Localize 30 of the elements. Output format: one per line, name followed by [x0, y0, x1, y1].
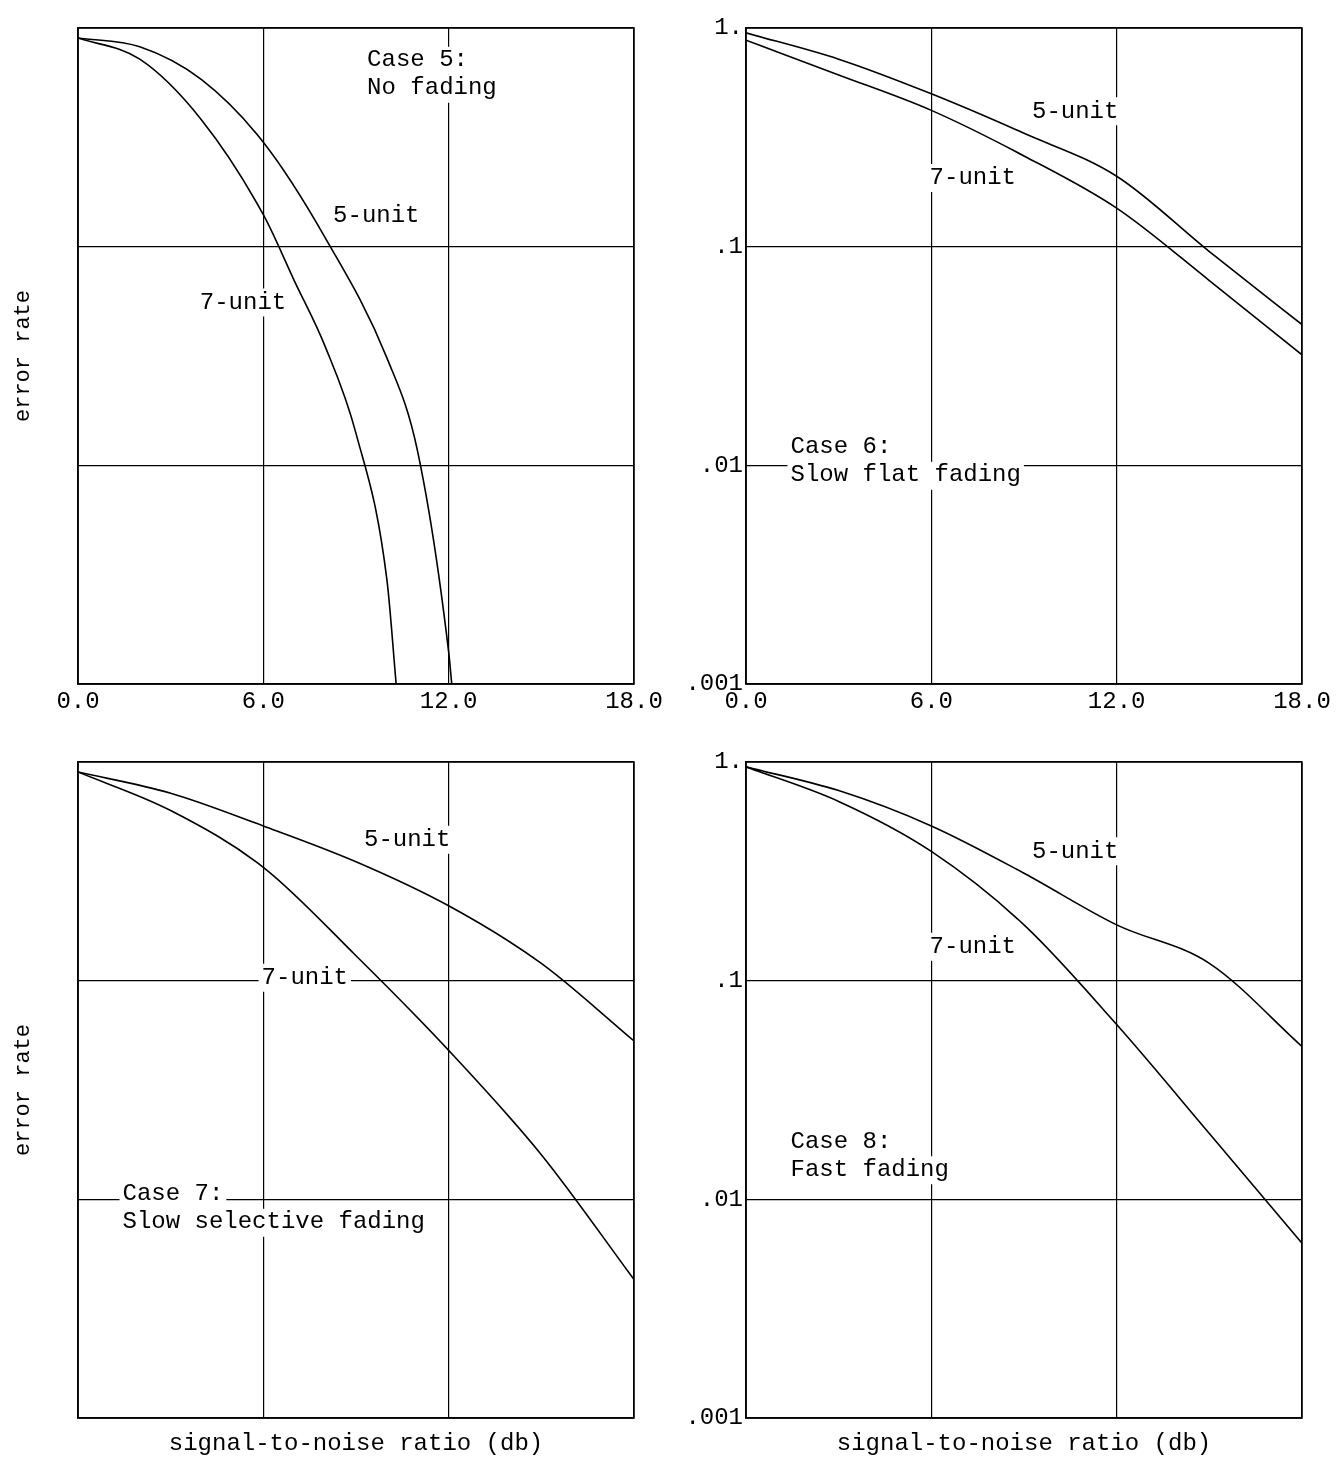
series-label: 5-unit [333, 201, 420, 229]
series-label: 5-unit [1032, 837, 1119, 865]
annotation: Case 6: Slow flat fading [790, 433, 1021, 489]
y-axis-title: error rate [11, 1023, 37, 1157]
x-tick-label: 18.0 [1273, 687, 1331, 715]
y-tick-label: .01 [699, 451, 743, 479]
x-tick-label: 6.0 [909, 687, 953, 715]
series-label: 7-unit [929, 164, 1017, 192]
series-label: 5-unit [364, 826, 451, 854]
x-tick-label: 6.0 [241, 687, 285, 715]
y-tick-label: .1 [714, 233, 743, 261]
y-tick-label: .001 [685, 1404, 743, 1432]
annotation: Case 7: Slow selective fading [122, 1180, 425, 1236]
y-tick-label: .1 [714, 967, 743, 995]
series-label: 5-unit [1032, 97, 1119, 125]
y-tick-label: 1. [714, 14, 743, 42]
x-axis-title: signal-to-noise ratio (db) [168, 1429, 544, 1457]
x-tick-label: 0.0 [56, 687, 100, 715]
x-tick-label: 12.0 [419, 687, 478, 715]
y-tick-label: .01 [699, 1185, 743, 1213]
x-axis-title: signal-to-noise ratio (db) [836, 1429, 1212, 1457]
x-tick-label: 18.0 [605, 687, 663, 715]
y-tick-label: 1. [714, 748, 743, 776]
x-tick-label: 12.0 [1087, 687, 1146, 715]
annotation: Case 5: No fading [367, 46, 497, 102]
series-label: 7-unit [929, 933, 1017, 961]
annotation: Case 8: Fast fading [790, 1127, 949, 1183]
series-label: 7-unit [199, 288, 287, 316]
y-axis-title: error rate [11, 289, 37, 423]
series-label: 7-unit [261, 964, 349, 992]
